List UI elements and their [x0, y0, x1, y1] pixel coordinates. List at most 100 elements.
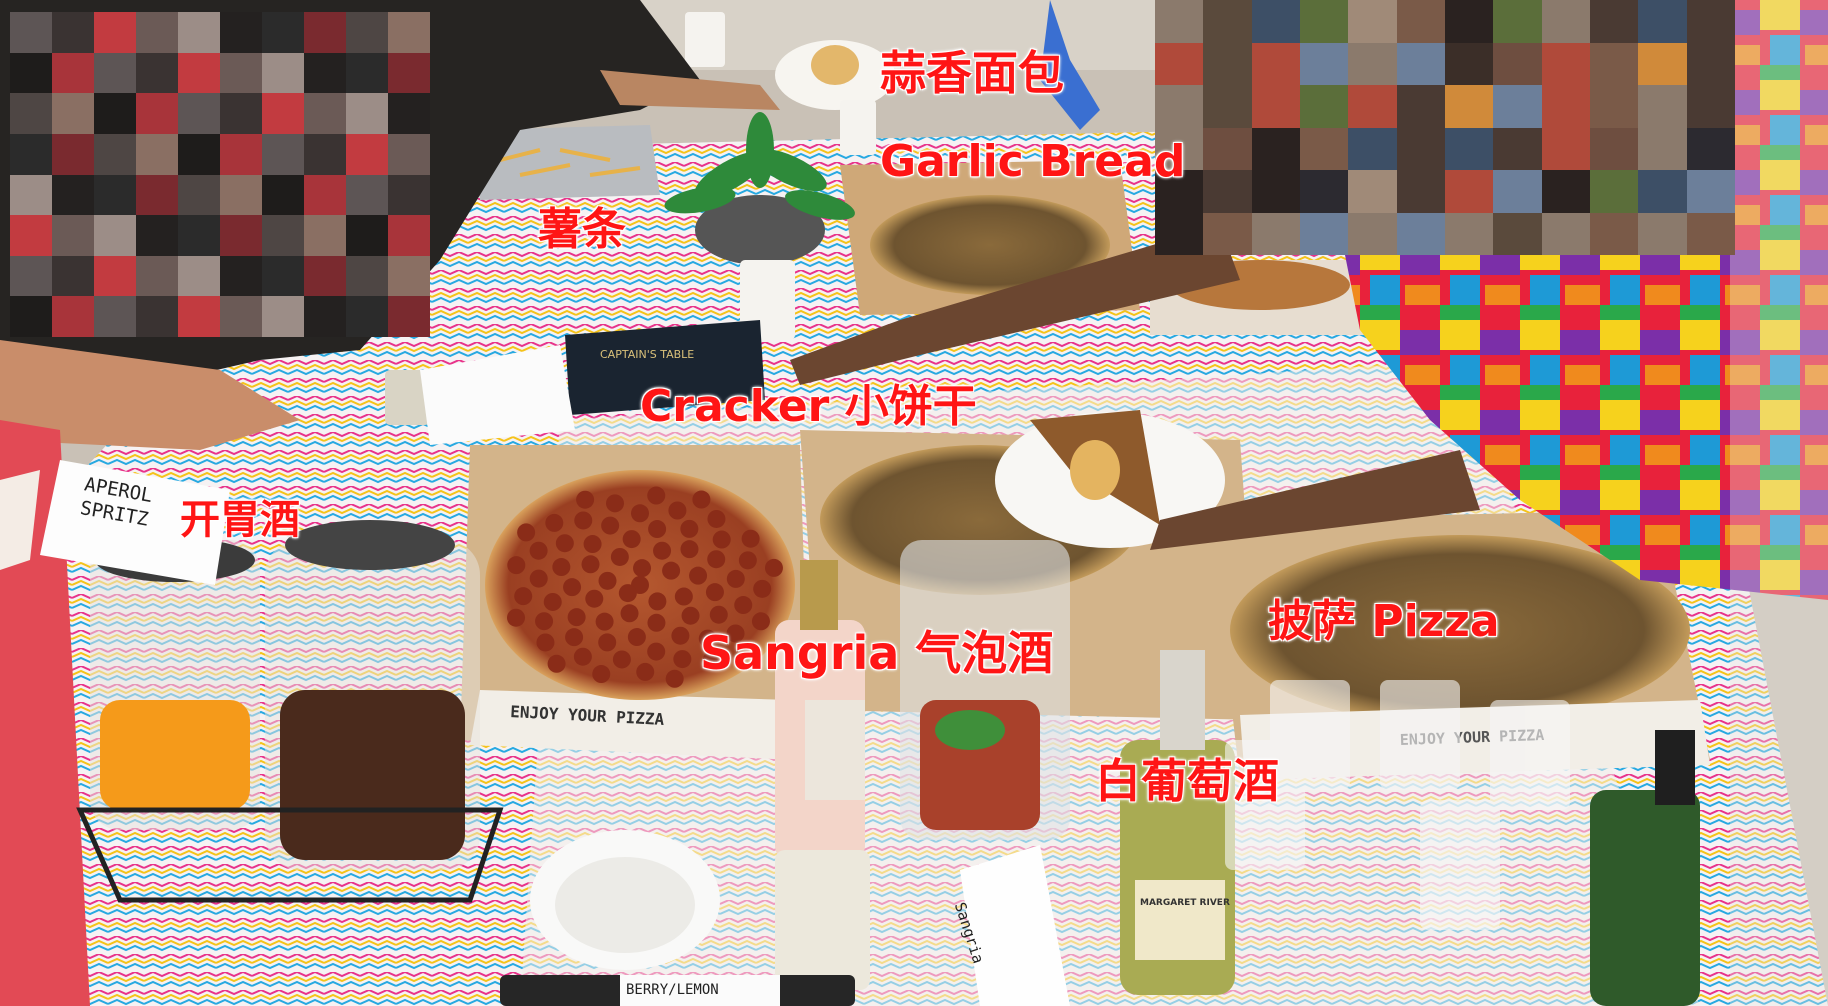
mosaic-block [346, 215, 388, 256]
mosaic-block [178, 12, 220, 53]
mosaic-block [178, 296, 220, 337]
mosaic-block [346, 296, 388, 337]
mosaic-block [1542, 170, 1590, 213]
mosaic-block [304, 256, 346, 297]
mosaic-block [136, 53, 178, 94]
pepperoni-slice [507, 556, 525, 574]
mosaic-block [1300, 85, 1348, 128]
mosaic-block [1252, 213, 1300, 256]
pepperoni-slice [648, 520, 666, 538]
pepperoni-slice [535, 612, 553, 630]
pepperoni-slice [611, 548, 629, 566]
pepperoni-slice [692, 491, 710, 509]
pepperoni-slice [706, 583, 724, 601]
pepperoni-slice [647, 614, 665, 632]
mosaic-block [1348, 85, 1396, 128]
mosaic-block [1687, 213, 1735, 256]
pepperoni-slice [530, 542, 548, 560]
mosaic-block [262, 256, 304, 297]
mosaic-block [388, 175, 430, 216]
mosaic-block [1493, 0, 1541, 43]
mosaic-block [1203, 85, 1251, 128]
pepperoni-slice [530, 570, 548, 588]
mosaic-block [304, 134, 346, 175]
mosaic-block [178, 93, 220, 134]
cup [685, 12, 725, 67]
mosaic-block [1638, 128, 1686, 171]
mosaic-block [304, 175, 346, 216]
pepperoni-slice [734, 596, 752, 614]
mosaic-block [52, 53, 94, 94]
mosaic-block [388, 256, 430, 297]
mosaic-block [1638, 170, 1686, 213]
label-sangria: Sangria 气泡酒 [700, 630, 1053, 676]
paper-cup [775, 850, 870, 990]
pepperoni-slice [574, 648, 592, 666]
pepperoni-slice [592, 665, 610, 683]
mosaic-block [94, 175, 136, 216]
mosaic-block [1590, 43, 1638, 86]
pepperoni-slice [710, 606, 728, 624]
pepperoni-slice [599, 572, 617, 590]
mosaic-block [1348, 128, 1396, 171]
pepperoni-slice [647, 643, 665, 661]
mosaic-block [304, 215, 346, 256]
garlic-bread [811, 45, 859, 85]
mosaic-block [220, 12, 262, 53]
mosaic-block [1687, 170, 1735, 213]
mosaic-block [1445, 170, 1493, 213]
mosaic-block [388, 215, 430, 256]
mosaic-block [136, 175, 178, 216]
mosaic-block [1542, 128, 1590, 171]
mosaic-block [1590, 213, 1638, 256]
pepperoni-slice [753, 580, 771, 598]
mosaic-block [1445, 213, 1493, 256]
mosaic-block [1493, 170, 1541, 213]
mosaic-block [52, 296, 94, 337]
mosaic-block [262, 134, 304, 175]
label-aperitif: 开胃酒 [180, 500, 300, 540]
mosaic-block [220, 93, 262, 134]
cracker-box-label: CAPTAIN'S TABLE [600, 348, 694, 361]
mosaic-block [1542, 0, 1590, 43]
mosaic-block [10, 53, 52, 94]
mosaic-block [1155, 213, 1203, 256]
mosaic-block [178, 134, 220, 175]
aperol-liquid [100, 700, 250, 810]
pepperoni-slice [576, 491, 594, 509]
pepperoni-slice [585, 590, 603, 608]
mosaic-block [10, 134, 52, 175]
mosaic-block [388, 93, 430, 134]
pepperoni-slice [671, 627, 689, 645]
mosaic-block [304, 12, 346, 53]
mosaic-block [1590, 0, 1638, 43]
mosaic-block [1203, 43, 1251, 86]
pepperoni-slice [601, 517, 619, 535]
mosaic-block [178, 53, 220, 94]
pepperoni-slice [552, 558, 570, 576]
mosaic-block [1252, 170, 1300, 213]
mosaic-block [1397, 128, 1445, 171]
pepperoni-slice [568, 608, 586, 626]
mosaic-block [1397, 85, 1445, 128]
pepperoni-slice [563, 578, 581, 596]
pepperoni-slice [606, 494, 624, 512]
mosaic-block [136, 215, 178, 256]
mosaic-block [1203, 0, 1251, 43]
label-garlic-bread-cn: 蒜香面包 [880, 50, 1064, 96]
face-blur-left [10, 12, 430, 337]
mosaic-block [1397, 213, 1445, 256]
mosaic-block [52, 93, 94, 134]
pepperoni-slice [619, 584, 637, 602]
pepperoni-slice [584, 535, 602, 553]
mosaic-block [262, 12, 304, 53]
mosaic-block [262, 296, 304, 337]
mosaic-block [1397, 0, 1445, 43]
mosaic-block [388, 12, 430, 53]
cup [840, 100, 876, 155]
mosaic-block [94, 134, 136, 175]
pepperoni-slice [668, 501, 686, 519]
mosaic-block [178, 175, 220, 216]
mosaic-block [1300, 213, 1348, 256]
